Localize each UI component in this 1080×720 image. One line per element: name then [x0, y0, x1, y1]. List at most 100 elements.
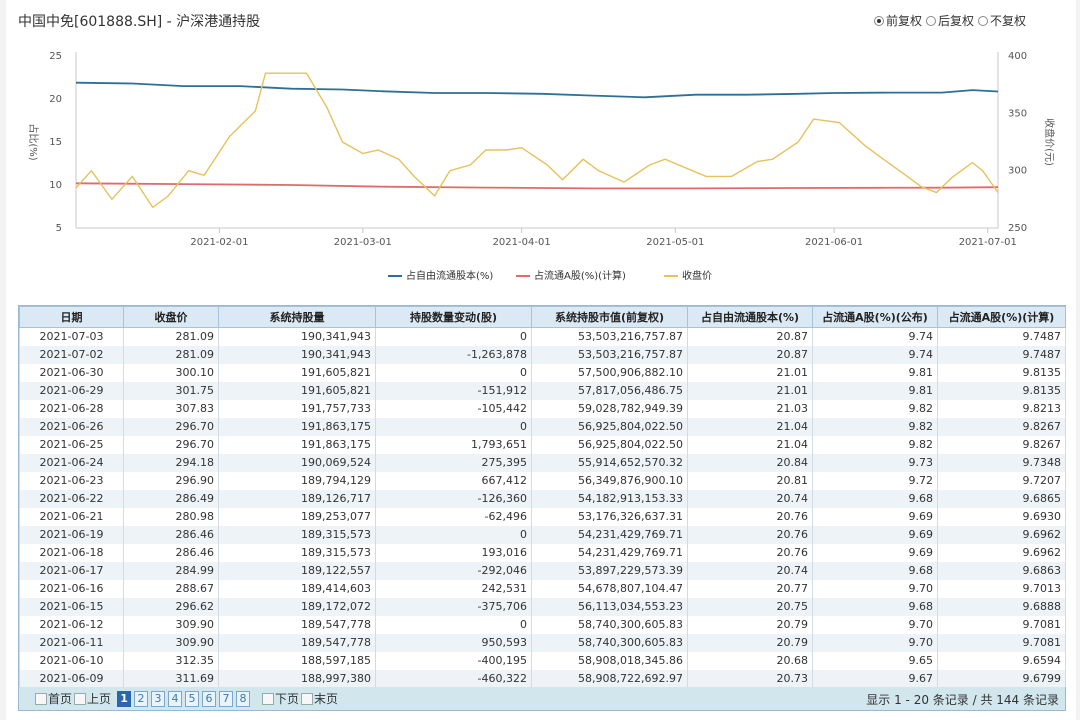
radio-icon[interactable] — [977, 15, 988, 26]
table-row: 2021-06-17 284.99 189,122,557 -292,046 53,89… — [19, 561, 1066, 580]
table-cell: 54,182,913,153.33 — [531, 489, 688, 508]
table-cell: 281.09 — [123, 345, 219, 364]
table-cell: 189,315,573 — [218, 543, 376, 562]
table-cell: 2021-06-19 — [19, 525, 124, 544]
adjust-option-2[interactable]: 不复权 — [977, 12, 1026, 29]
table-row: 2021-06-26 296.70 191,863,175 0 56,925,804,0… — [19, 417, 1066, 436]
table-cell: 191,863,175 — [218, 417, 376, 436]
table-cell: 284.99 — [123, 561, 219, 580]
table-cell: -151,912 — [375, 381, 532, 400]
table-row: 2021-06-30 300.10 191,605,821 0 57,500,906,8… — [19, 363, 1066, 382]
page-number-5[interactable]: 5 — [185, 690, 200, 707]
table-cell: -105,442 — [375, 399, 532, 418]
table-cell: 188,997,380 — [218, 669, 376, 688]
hsgt-holding-panel: 中国中免[601888.SH] - 沪深港通持股 前复权 后复权 不复权 25 20 1… — [6, 0, 1076, 720]
page-number-4[interactable]: 4 — [168, 690, 183, 707]
table-cell: 59,028,782,949.39 — [531, 399, 688, 418]
table-cell: 20.76 — [687, 543, 813, 562]
table-cell: 9.7013 — [937, 579, 1066, 598]
table-cell: 0 — [375, 525, 532, 544]
page-number-7[interactable]: 7 — [219, 690, 234, 707]
last-page-label: 末页 — [314, 692, 339, 706]
table-cell: 53,503,216,757.87 — [531, 345, 688, 364]
table-row: 2021-06-23 296.90 189,794,129 667,412 56,349… — [19, 471, 1066, 490]
table-cell: 9.7348 — [937, 453, 1066, 472]
table-cell: 2021-06-22 — [19, 489, 124, 508]
next-page-button[interactable]: 下页 — [262, 690, 299, 707]
radio-icon[interactable] — [925, 15, 936, 26]
page-number-3[interactable]: 3 — [151, 690, 166, 707]
page-number-6[interactable]: 6 — [202, 690, 217, 707]
page-number-2[interactable]: 2 — [134, 690, 149, 707]
table-cell: 21.03 — [687, 399, 813, 418]
table-cell: 9.69 — [812, 507, 938, 526]
table-row: 2021-06-25 296.70 191,863,175 1,793,651 56,9… — [19, 435, 1066, 454]
table-cell: 9.6863 — [937, 561, 1066, 580]
table-cell: 20.87 — [687, 327, 813, 346]
table-row: 2021-07-03 281.09 190,341,943 0 53,503,216,7… — [19, 327, 1066, 346]
table-row: 2021-06-09 311.69 188,997,380 -460,322 58,90… — [19, 669, 1066, 688]
column-header-3[interactable]: 持股数量变动(股) — [375, 306, 532, 328]
column-header-4[interactable]: 系统持股市值(前复权) — [531, 306, 688, 328]
column-header-5[interactable]: 占自由流通股本(%) — [687, 306, 813, 328]
series-line-1 — [75, 182, 999, 190]
table-cell: 20.68 — [687, 651, 813, 670]
table-cell: 20.84 — [687, 453, 813, 472]
y-left-tick-label: 25 — [49, 51, 62, 62]
table-cell: -400,195 — [375, 651, 532, 670]
table-cell: 9.73 — [812, 453, 938, 472]
adjust-option-0[interactable]: 前复权 — [873, 12, 922, 29]
table-cell: 20.79 — [687, 633, 813, 652]
prev-page-button[interactable]: 上页 — [74, 690, 111, 707]
table-cell: 20.79 — [687, 615, 813, 634]
first-page-button[interactable]: 首页 — [35, 690, 72, 707]
table-cell: 9.69 — [812, 525, 938, 544]
table-cell: 56,113,034,553.23 — [531, 597, 688, 616]
table-cell: -1,263,878 — [375, 345, 532, 364]
table-cell: 189,547,778 — [218, 615, 376, 634]
table-cell: 53,503,216,757.87 — [531, 327, 688, 346]
column-header-0[interactable]: 日期 — [19, 306, 124, 328]
table-cell: 286.49 — [123, 489, 219, 508]
page-number-8[interactable]: 8 — [236, 690, 251, 707]
table-cell: 20.87 — [687, 345, 813, 364]
table-cell: 54,231,429,769.71 — [531, 543, 688, 562]
column-header-1[interactable]: 收盘价 — [123, 306, 219, 328]
table-cell: 190,341,943 — [218, 327, 376, 346]
page-number-1[interactable]: 1 — [117, 690, 132, 707]
table-cell: 188,597,185 — [218, 651, 376, 670]
table-cell: 9.69 — [812, 543, 938, 562]
table-cell: 667,412 — [375, 471, 532, 490]
table-cell: 2021-07-02 — [19, 345, 124, 364]
table-cell: 21.04 — [687, 417, 813, 436]
table-cell: 2021-07-03 — [19, 327, 124, 346]
table-cell: 190,341,943 — [218, 345, 376, 364]
column-header-2[interactable]: 系统持股量 — [218, 306, 376, 328]
adjust-option-label: 不复权 — [989, 14, 1026, 28]
table-cell: 9.67 — [812, 669, 938, 688]
table-row: 2021-07-02 281.09 190,341,943 -1,263,878 53,… — [19, 345, 1066, 364]
broken-image-icon — [301, 692, 314, 705]
column-header-6[interactable]: 占流通A股(%)(公布) — [812, 306, 938, 328]
column-header-7[interactable]: 占流通A股(%)(计算) — [937, 306, 1066, 328]
adjust-option-1[interactable]: 后复权 — [925, 12, 974, 29]
y-left-tick-label: 20 — [49, 94, 62, 105]
table-cell: 9.7207 — [937, 471, 1066, 490]
y-left-axis-label: 占比(%) — [27, 123, 40, 160]
table-cell: -126,360 — [375, 489, 532, 508]
table-cell: 300.10 — [123, 363, 219, 382]
table-cell: 0 — [375, 363, 532, 382]
table-cell: 2021-06-17 — [19, 561, 124, 580]
table-cell: 2021-06-26 — [19, 417, 124, 436]
table-row: 2021-06-24 294.18 190,069,524 275,395 55,914… — [19, 453, 1066, 472]
table-cell: 296.70 — [123, 435, 219, 454]
radio-icon[interactable] — [873, 15, 884, 26]
table-cell: 189,122,557 — [218, 561, 376, 580]
table-cell: 9.6594 — [937, 651, 1066, 670]
table-cell: 56,349,876,900.10 — [531, 471, 688, 490]
table-cell: 2021-06-24 — [19, 453, 124, 472]
last-page-button[interactable]: 末页 — [301, 690, 338, 707]
table-cell: 20.77 — [687, 579, 813, 598]
table-cell: 189,414,603 — [218, 579, 376, 598]
table-cell: 2021-06-21 — [19, 507, 124, 526]
